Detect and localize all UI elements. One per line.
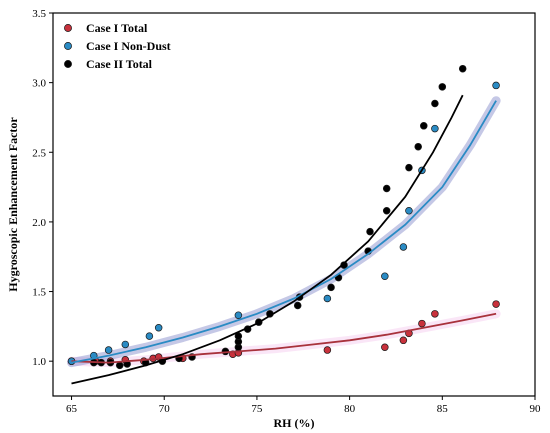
data-point xyxy=(382,207,391,215)
legend-label: Case I Total xyxy=(86,21,148,35)
data-point xyxy=(405,207,413,215)
data-point xyxy=(145,332,154,340)
plot-frame xyxy=(52,12,536,397)
data-point xyxy=(431,310,439,318)
data-point xyxy=(154,324,163,332)
data-point xyxy=(121,340,130,349)
legend-marker xyxy=(64,42,72,50)
data-point xyxy=(414,142,422,151)
fit-line xyxy=(71,94,464,385)
legend-label: Case I Non-Dust xyxy=(86,39,171,53)
data-point xyxy=(382,184,391,193)
x-axis-title: RH (%) xyxy=(274,416,315,430)
data-point xyxy=(492,81,500,90)
x-tick-label: 85 xyxy=(437,403,449,415)
y-tick-label: 3.5 xyxy=(32,8,46,20)
x-axis: 65 70 75 80 85 90 xyxy=(66,396,541,415)
y-tick-label: 2.5 xyxy=(32,147,46,159)
x-tick-label: 80 xyxy=(344,403,356,415)
data-point xyxy=(323,346,332,354)
legend-marker xyxy=(64,60,72,68)
data-point xyxy=(431,99,439,108)
x-tick-label: 65 xyxy=(66,403,78,415)
fit-line xyxy=(71,312,497,364)
data-point xyxy=(381,272,389,280)
data-point xyxy=(399,243,408,251)
data-point xyxy=(420,122,428,130)
data-point xyxy=(115,361,124,370)
data-point xyxy=(381,343,389,352)
data-point xyxy=(418,319,426,328)
data-point xyxy=(438,83,447,91)
data-point xyxy=(492,300,500,308)
y-tick-label: 1.0 xyxy=(32,356,46,368)
fit-lines xyxy=(71,94,497,385)
data-point xyxy=(405,163,413,172)
y-axis-title: Hygroscopic Enhancement Factor xyxy=(6,117,20,292)
x-tick-label: 70 xyxy=(159,403,171,415)
y-axis: 1.0 1.5 2.0 2.5 3.0 3.5 xyxy=(32,8,53,368)
data-point xyxy=(366,227,374,236)
data-point xyxy=(458,64,467,73)
legend-label: Case II Total xyxy=(86,57,153,71)
fit-line xyxy=(71,100,497,364)
x-tick-label: 75 xyxy=(251,403,263,415)
data-point xyxy=(431,124,439,133)
legend-marker xyxy=(64,24,72,32)
data-point xyxy=(327,283,335,292)
data-point xyxy=(104,346,113,354)
data-point xyxy=(234,311,243,319)
y-tick-label: 1.5 xyxy=(32,287,46,299)
x-tick-label: 90 xyxy=(530,403,542,415)
y-tick-label: 3.0 xyxy=(32,78,46,90)
data-point xyxy=(399,336,408,345)
legend: Case I Total Case I Non-Dust Case II Total xyxy=(64,21,171,71)
y-tick-label: 2.0 xyxy=(32,217,46,229)
data-point xyxy=(323,294,332,303)
data-point xyxy=(293,301,302,310)
